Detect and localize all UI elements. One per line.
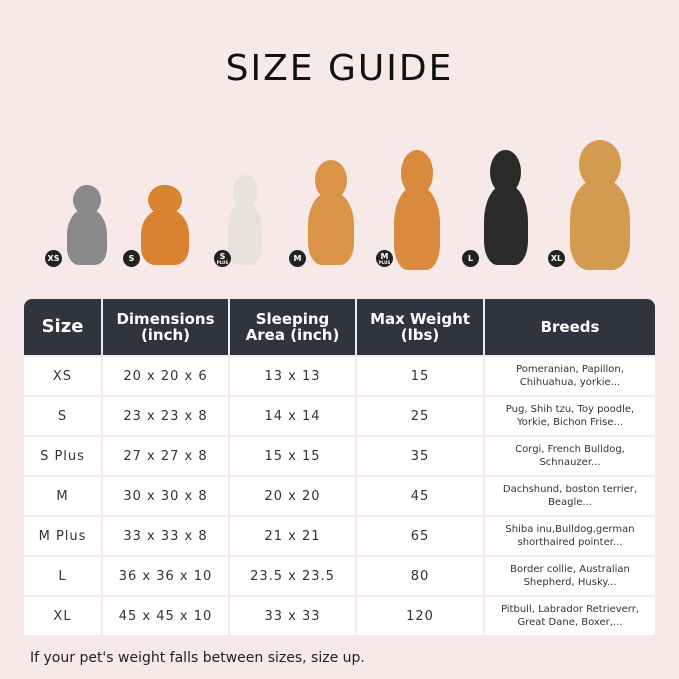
table-cell: M Plus: [24, 517, 101, 555]
table-cell: 15: [357, 357, 483, 395]
breeds-cell: Pomeranian, Papillon, Chihuahua, yorkie.…: [485, 357, 655, 395]
size-badge: L: [462, 250, 479, 267]
size-badge: XL: [548, 250, 565, 267]
table-cell: 30 x 30 x 8: [103, 477, 228, 515]
table-cell: 35: [357, 437, 483, 475]
table-cell: 20 x 20: [230, 477, 355, 515]
size-badge: S: [123, 250, 140, 267]
pet-image: [562, 140, 637, 270]
breeds-cell: Border collie, Australian Shepherd, Husk…: [485, 557, 655, 595]
table-cell: 80: [357, 557, 483, 595]
table-cell: 33 x 33 x 8: [103, 517, 228, 555]
table-cell: S: [24, 397, 101, 435]
column-header: Size: [24, 299, 101, 355]
table-cell: XS: [24, 357, 101, 395]
table-cell: 14 x 14: [230, 397, 355, 435]
size-badge: XS: [45, 250, 62, 267]
table-cell: L: [24, 557, 101, 595]
column-header: Max Weight (lbs): [357, 299, 483, 355]
table-cell: M: [24, 477, 101, 515]
table-cell: 15 x 15: [230, 437, 355, 475]
table-cell: 36 x 36 x 10: [103, 557, 228, 595]
table-cell: XL: [24, 597, 101, 635]
size-badge: M PLUS: [376, 250, 393, 267]
table-cell: 20 x 20 x 6: [103, 357, 228, 395]
table-cell: 33 x 33: [230, 597, 355, 635]
pet-image: [224, 175, 266, 265]
table-cell: 23 x 23 x 8: [103, 397, 228, 435]
breeds-cell: Shiba inu,Bulldog,german shorthaired poi…: [485, 517, 655, 555]
table-cell: 13 x 13: [230, 357, 355, 395]
sizing-note: If your pet's weight falls between sizes…: [30, 650, 365, 666]
table-cell: 45: [357, 477, 483, 515]
size-badge: M: [289, 250, 306, 267]
pet-image: [62, 185, 112, 265]
column-header: Dimensions (inch): [103, 299, 228, 355]
breeds-cell: Pitbull, Labrador Retrieverr, Great Dane…: [485, 597, 655, 635]
table-cell: 25: [357, 397, 483, 435]
table-cell: S Plus: [24, 437, 101, 475]
page-title: SIZE GUIDE: [225, 48, 454, 89]
pet-image: [135, 185, 195, 265]
table-cell: 120: [357, 597, 483, 635]
table-cell: 21 x 21: [230, 517, 355, 555]
table-cell: 23.5 x 23.5: [230, 557, 355, 595]
breeds-cell: Dachshund, boston terrier, Beagle...: [485, 477, 655, 515]
table-cell: 45 x 45 x 10: [103, 597, 228, 635]
table-cell: 65: [357, 517, 483, 555]
pet-image: [302, 160, 360, 265]
table-cell: 27 x 27 x 8: [103, 437, 228, 475]
column-header: Breeds: [485, 299, 655, 355]
pet-image: [478, 150, 533, 265]
pet-image: [388, 150, 446, 270]
column-header: Sleeping Area (inch): [230, 299, 355, 355]
breeds-cell: Pug, Shih tzu, Toy poodle, Yorkie, Bicho…: [485, 397, 655, 435]
breeds-cell: Corgi, French Bulldog, Schnauzer...: [485, 437, 655, 475]
size-badge: S PLUS: [214, 250, 231, 267]
